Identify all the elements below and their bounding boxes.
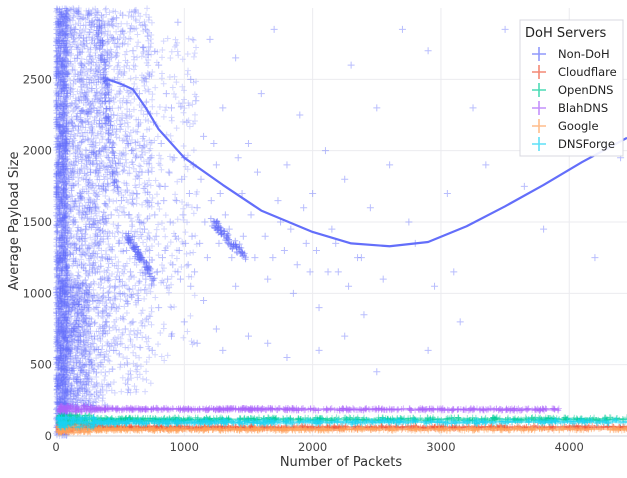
scatter-plot: 0100020003000400005001000150020002500 Nu… bbox=[0, 0, 627, 474]
chart: 0100020003000400005001000150020002500 Nu… bbox=[0, 0, 627, 474]
